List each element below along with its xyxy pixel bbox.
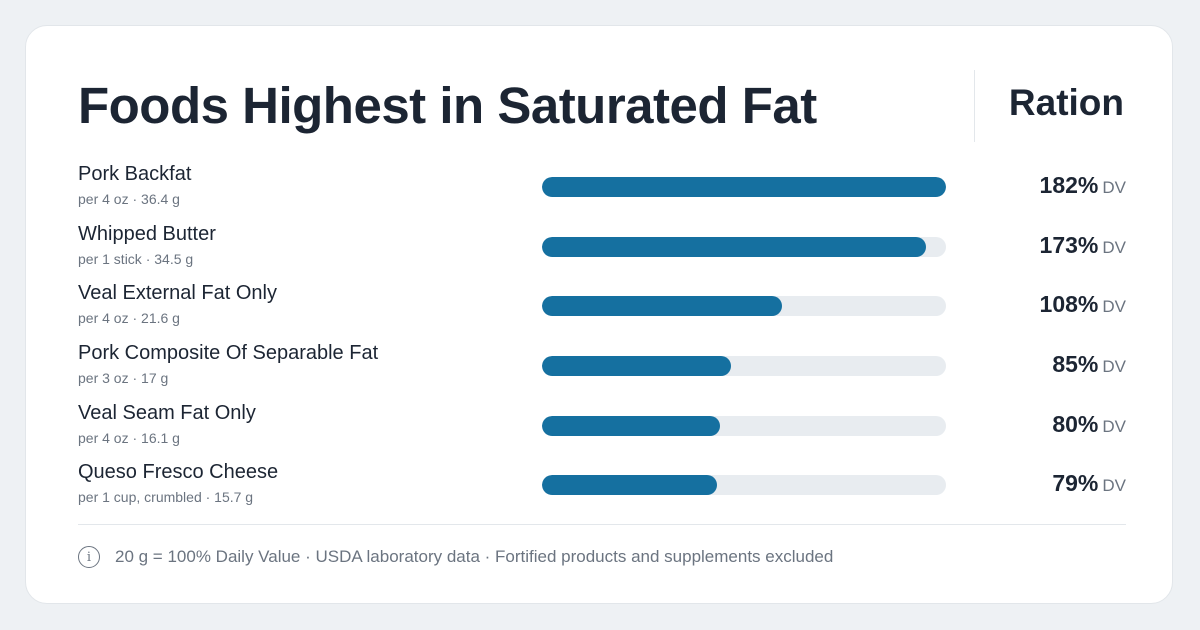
bar-row: Veal Seam Fat Only per 4 oz · 16.1 g 80% DV xyxy=(78,402,1126,462)
serving-size: per 3 oz · 17 g xyxy=(78,370,169,387)
dv-unit: DV xyxy=(1102,357,1126,377)
percent-value: 108% xyxy=(1039,291,1099,318)
brand-logo: Ration xyxy=(1008,82,1124,123)
serving-size: per 4 oz · 16.1 g xyxy=(78,429,180,446)
info-icon: i xyxy=(78,546,100,568)
percent-value: 173% xyxy=(1039,231,1099,258)
bar-track xyxy=(542,296,946,317)
bar-track xyxy=(542,475,946,496)
footer-divider xyxy=(78,524,1126,525)
header: Foods Highest in Saturated Fat Ration xyxy=(78,70,1124,142)
footer: i 20 g = 100% Daily Value · USDA laborat… xyxy=(78,544,833,570)
dv-unit: DV xyxy=(1102,178,1126,197)
bar-track xyxy=(542,236,946,257)
percent-value: 80% xyxy=(1052,410,1099,437)
bar xyxy=(542,177,946,197)
value-label: 108% DV xyxy=(1040,291,1126,318)
bar xyxy=(542,296,782,317)
bar-row: Veal External Fat Only per 4 oz · 21.6 g 1… xyxy=(78,282,1126,342)
bar-track xyxy=(542,177,946,197)
value-label: 182% DV xyxy=(1040,172,1126,199)
percent-value: 85% xyxy=(1052,351,1099,378)
bar xyxy=(542,356,731,377)
serving-size: per 1 stick · 34.5 g xyxy=(78,250,194,267)
dv-unit: DV xyxy=(1102,297,1126,317)
value-label: 85% DV xyxy=(1052,351,1126,378)
bar-row: Queso Fresco Cheese per 1 cup, crumbled ·… xyxy=(78,461,1126,521)
serving-size: per 4 oz · 36.4 g xyxy=(78,191,180,207)
dv-unit: DV xyxy=(1102,476,1126,496)
food-name: Pork Backfat xyxy=(78,163,192,185)
percent-value: 79% xyxy=(1052,470,1099,497)
bar xyxy=(542,475,718,496)
food-name: Veal Seam Fat Only xyxy=(78,401,256,424)
food-name: Whipped Butter xyxy=(78,222,216,245)
bar-track xyxy=(542,356,946,377)
header-divider xyxy=(974,70,975,142)
percent-value: 182% xyxy=(1039,172,1099,198)
food-name: Queso Fresco Cheese xyxy=(78,461,279,484)
bar-row: Pork Backfat per 4 oz · 36.4 g 182% DV xyxy=(78,163,1126,223)
value-label: 79% DV xyxy=(1052,470,1126,497)
footer-note: 20 g = 100% Daily Value · USDA laborator… xyxy=(115,547,834,566)
food-name: Pork Composite Of Separable Fat xyxy=(78,342,379,365)
chart-card: Foods Highest in Saturated Fat Ration Po… xyxy=(25,25,1173,604)
dv-unit: DV xyxy=(1102,416,1126,436)
chart-title: Foods Highest in Saturated Fat xyxy=(78,77,817,134)
bar xyxy=(542,415,720,436)
bar-row: Pork Composite Of Separable Fat per 3 oz … xyxy=(78,342,1126,402)
value-label: 173% DV xyxy=(1040,232,1126,259)
value-label: 80% DV xyxy=(1052,411,1126,438)
food-name: Veal External Fat Only xyxy=(78,282,277,305)
bar xyxy=(542,236,927,257)
bar-row: Whipped Butter per 1 stick · 34.5 g 173% DV xyxy=(78,223,1126,283)
serving-size: per 1 cup, crumbled · 15.7 g xyxy=(78,489,254,506)
dv-unit: DV xyxy=(1102,237,1126,257)
bar-list: Pork Backfat per 4 oz · 36.4 g 182% DV Whipp… xyxy=(78,163,1126,521)
bar-track xyxy=(542,415,946,436)
serving-size: per 4 oz · 21.6 g xyxy=(78,310,180,327)
